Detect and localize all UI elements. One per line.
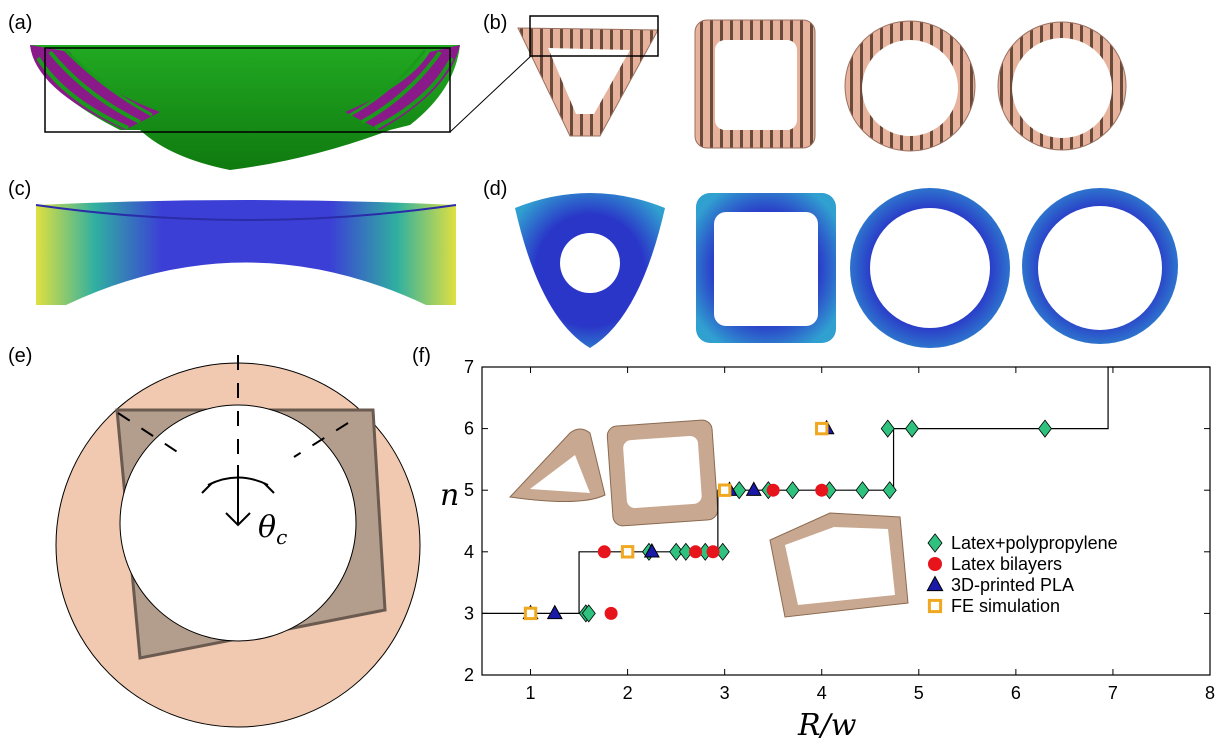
data-point-circle xyxy=(766,483,780,497)
plot-frame xyxy=(481,366,1211,676)
legend-marker-square xyxy=(927,598,943,614)
legend-label: FE simulation xyxy=(951,596,1060,616)
data-point-diamond xyxy=(732,481,747,500)
y-tick-label: 6 xyxy=(464,419,474,439)
legend-label: 3D-printed PLA xyxy=(951,575,1074,595)
panel-label-d: (d) xyxy=(483,178,508,200)
panel-label-a: (a) xyxy=(8,12,33,34)
step-curve xyxy=(482,366,1210,614)
y-tick-label: 7 xyxy=(464,357,474,377)
data-point-square xyxy=(815,421,829,436)
inset-square-image xyxy=(606,419,719,527)
data-point-circle xyxy=(815,483,829,497)
data-point-circle xyxy=(604,606,618,620)
data-point-triangle xyxy=(546,604,563,620)
data-point-diamond xyxy=(880,419,895,438)
x-tick-label: 2 xyxy=(623,683,633,703)
y-tick-label: 5 xyxy=(464,480,474,500)
data-point-square xyxy=(523,606,538,621)
data-point-square xyxy=(717,483,732,497)
step-line xyxy=(482,366,1210,614)
x-tick-label: 7 xyxy=(1108,683,1118,703)
x-tick-label: 1 xyxy=(526,683,536,703)
data-point-triangle xyxy=(745,481,762,496)
data-markers xyxy=(522,419,1052,623)
data-point-square xyxy=(620,545,635,559)
x-tick-label: 3 xyxy=(720,683,730,703)
plot-axes: 1 2 3 4 5 6 7 8 2 3 4 5 6 7 xyxy=(464,357,1215,703)
x-tick-label: 8 xyxy=(1205,683,1215,703)
y-tick-label: 2 xyxy=(464,665,474,685)
data-point-circle xyxy=(597,545,611,559)
data-point-diamond xyxy=(882,481,897,500)
panel-label-e: (e) xyxy=(8,345,33,367)
data-point-circle xyxy=(689,545,703,559)
legend-marker-triangle xyxy=(926,575,944,592)
inset-pentagon-image xyxy=(769,512,909,618)
x-axis-label: R/w xyxy=(797,708,857,740)
data-point-triangle xyxy=(643,542,660,558)
legend-marker-diamond xyxy=(927,533,943,553)
panel-b-strips-image xyxy=(517,15,1127,152)
data-point-diamond xyxy=(855,481,870,500)
panel-a-sheet-image xyxy=(30,45,533,170)
panel-c-fe-section-image xyxy=(35,200,457,305)
n-vs-Rw-chart: n R/w 1 2 3 4 5 6 7 8 2 3 4 5 6 7 Latex+polypropylene… xyxy=(440,357,1215,740)
y-tick-label: 4 xyxy=(464,542,474,562)
data-point-diamond xyxy=(669,542,684,561)
legend-marker-circle xyxy=(928,557,942,571)
legend-label: Latex+polypropylene xyxy=(951,533,1118,553)
panel-d-fe-shapes-image xyxy=(515,188,1178,348)
theta-c-label: θc xyxy=(258,510,287,549)
y-axis-label: n xyxy=(440,478,459,513)
panel-e-schematic: θc xyxy=(55,355,421,728)
x-tick-label: 5 xyxy=(914,683,924,703)
panel-label-b: (b) xyxy=(483,12,508,34)
data-point-diamond xyxy=(581,604,596,623)
x-tick-label: 6 xyxy=(1011,683,1021,703)
data-point-circle xyxy=(706,545,720,559)
data-point-diamond xyxy=(1037,419,1052,438)
inset-triangle-image xyxy=(508,428,606,502)
x-tick-label: 4 xyxy=(817,683,827,703)
data-point-diamond xyxy=(785,481,800,500)
panel-label-c: (c) xyxy=(8,178,32,200)
data-point-diamond xyxy=(905,419,920,438)
y-tick-label: 3 xyxy=(464,603,474,623)
legend-label: Latex bilayers xyxy=(951,554,1062,574)
panel-label-f: (f) xyxy=(412,345,431,367)
